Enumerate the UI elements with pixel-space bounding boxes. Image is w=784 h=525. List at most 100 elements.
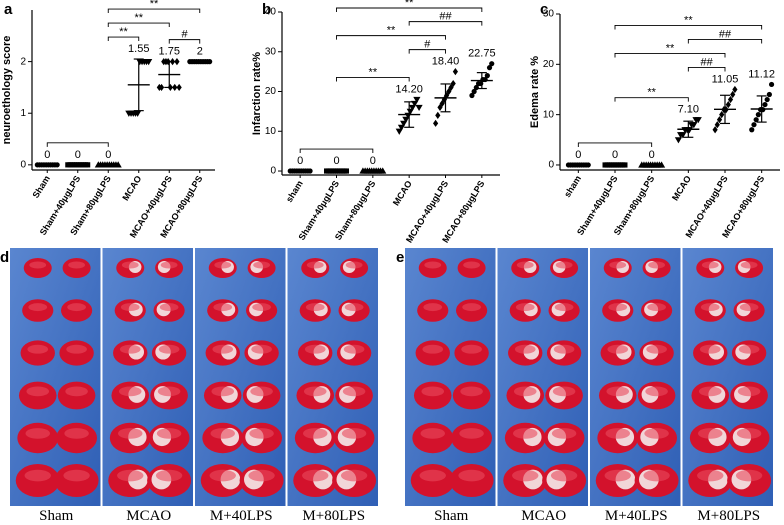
slice-highlight	[341, 428, 367, 439]
slice-highlight	[306, 261, 324, 269]
x-tick-label: Sham+80μgLPS	[333, 179, 378, 242]
significance-bracket	[299, 148, 374, 154]
significance-label: **	[405, 0, 414, 9]
data-point	[395, 128, 403, 135]
data-point	[469, 92, 475, 99]
data-point	[730, 90, 736, 99]
data-point	[762, 101, 768, 108]
slice-highlight	[26, 386, 50, 397]
data-point	[725, 100, 731, 109]
photo-background	[195, 248, 286, 506]
slice-highlight	[740, 261, 758, 269]
slice-highlight	[697, 469, 724, 482]
slice-highlight	[121, 261, 139, 269]
slice-highlight	[609, 261, 627, 269]
group-label: M+80LPS	[302, 508, 365, 524]
value-label: 1.55	[128, 43, 149, 55]
photo-background	[497, 248, 588, 506]
significance-label: **	[150, 0, 159, 10]
data-point	[402, 116, 410, 123]
y-tick-label: 2	[20, 56, 26, 67]
data-point	[406, 108, 414, 115]
y-tick-label: 30	[543, 9, 555, 20]
slice-highlight	[643, 469, 670, 482]
significance-bracket	[408, 49, 446, 54]
slice-highlight	[516, 261, 534, 269]
significance-label: #	[181, 29, 188, 41]
data-point	[408, 104, 417, 112]
y-tick-label: 30	[265, 46, 277, 57]
panel-letter: d	[0, 249, 9, 266]
data-point	[441, 95, 447, 104]
slice-highlight	[555, 261, 573, 269]
value-label: 2	[197, 46, 203, 58]
slice-highlight	[250, 386, 273, 397]
slice-highlight	[515, 303, 535, 312]
data-point	[716, 116, 723, 124]
slice-highlight	[304, 344, 326, 354]
slice-highlight	[605, 428, 630, 439]
photo-background	[10, 248, 101, 506]
significance-label: ##	[701, 56, 714, 68]
significance-bracket	[687, 67, 726, 72]
data-point	[486, 65, 493, 71]
slice-highlight	[253, 261, 270, 269]
slice-highlight	[735, 469, 763, 482]
slice-highlight	[424, 261, 442, 269]
value-label: 7.10	[678, 104, 699, 116]
group-label: MCAO	[126, 508, 171, 524]
y-tick-label: 1	[20, 108, 26, 119]
y-tick-label: 0	[548, 160, 554, 171]
slice-highlight	[462, 303, 481, 312]
slice-highlight	[68, 261, 85, 269]
significance-bracket	[687, 39, 763, 44]
slice-highlight	[552, 386, 576, 397]
data-point	[489, 61, 495, 67]
data-point	[484, 73, 490, 79]
significance-label: #	[424, 39, 431, 51]
y-axis-label: neuroethology score	[1, 36, 13, 145]
slice-highlight	[514, 344, 536, 354]
photo-background	[682, 248, 773, 506]
data-point	[732, 85, 738, 94]
slice-highlight	[24, 469, 51, 482]
slice-highlight	[698, 386, 722, 397]
slice-highlight	[647, 303, 666, 312]
slice-highlight	[118, 428, 143, 439]
significance-bracket	[614, 97, 689, 102]
value-label: 1.75	[159, 46, 180, 58]
data-point	[766, 91, 772, 98]
slice-highlight	[423, 303, 443, 312]
group-label: M+40LPS	[210, 508, 273, 524]
data-point	[690, 122, 698, 129]
slice-highlight	[303, 386, 327, 397]
slice-highlight	[700, 303, 720, 312]
slice-highlight	[251, 344, 272, 354]
significance-label: **	[684, 14, 693, 26]
significance-label: ##	[439, 11, 452, 23]
value-label: 0	[333, 155, 339, 167]
slice-highlight	[120, 303, 140, 312]
data-point	[674, 137, 683, 144]
data-point	[712, 126, 718, 134]
slice-highlight	[737, 386, 761, 397]
data-point	[719, 111, 725, 119]
slice-highlight	[345, 261, 363, 269]
data-point	[145, 59, 153, 66]
slice-highlight	[701, 261, 719, 269]
slice-highlight	[512, 469, 539, 482]
value-label: 0	[297, 155, 303, 167]
slice-highlight	[644, 428, 669, 439]
data-point	[768, 81, 775, 88]
data-point	[471, 88, 477, 95]
significance-bracket	[614, 25, 763, 30]
slice-highlight	[303, 428, 328, 439]
data-point	[397, 124, 406, 131]
slice-highlight	[421, 386, 445, 397]
slice-highlight	[119, 344, 141, 354]
panel-letter: a	[4, 1, 13, 18]
group-label: Sham	[39, 508, 74, 524]
slice-highlight	[607, 344, 629, 354]
y-tick-label: 20	[543, 59, 555, 70]
data-point	[134, 110, 142, 117]
